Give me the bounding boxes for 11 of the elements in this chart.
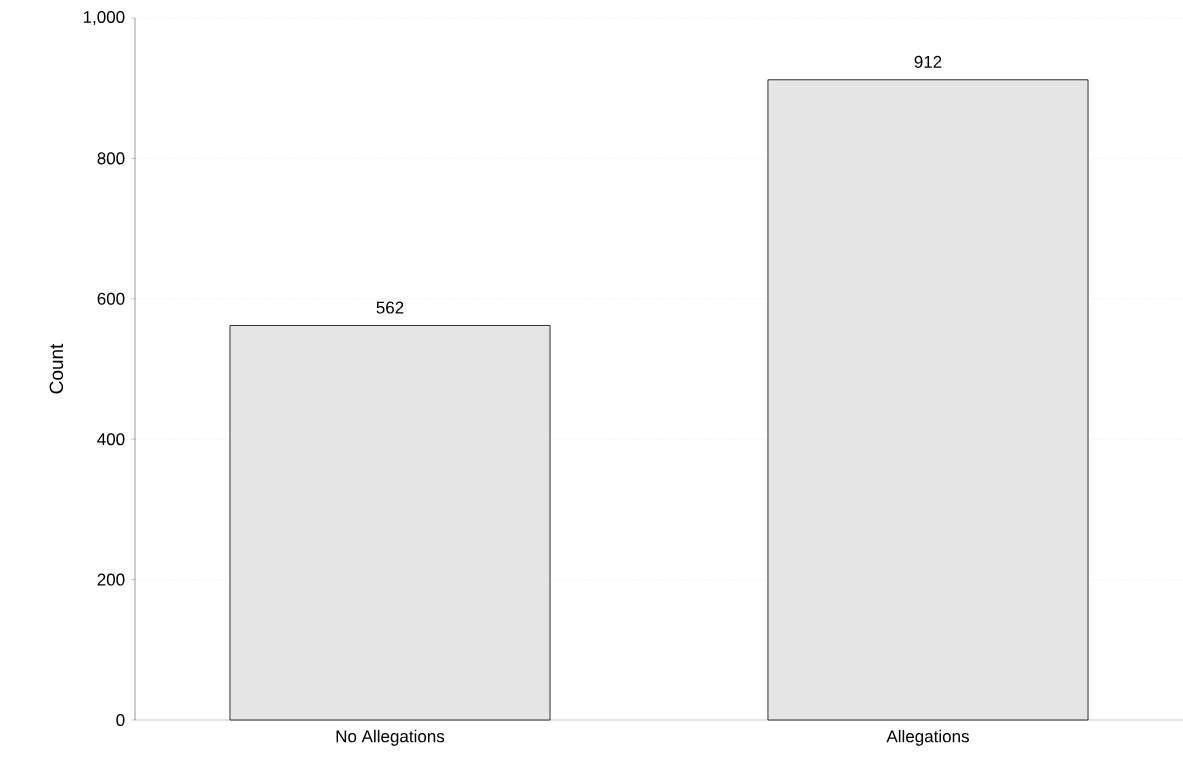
data-label: 562 [376,301,404,314]
x-tick-label: No Allegations [336,729,445,746]
x-tick-label: Allegations [886,729,969,746]
y-axis-title: Count [49,343,64,394]
y-tick-label: 800 [97,152,125,165]
y-tick-label: 0 [116,713,125,727]
data-label: 912 [914,55,942,68]
y-tick-label: 600 [97,292,125,305]
y-tick-label: 400 [97,433,125,446]
y-tick-label: 1,000 [83,10,125,26]
y-tick-label: 200 [97,573,125,586]
